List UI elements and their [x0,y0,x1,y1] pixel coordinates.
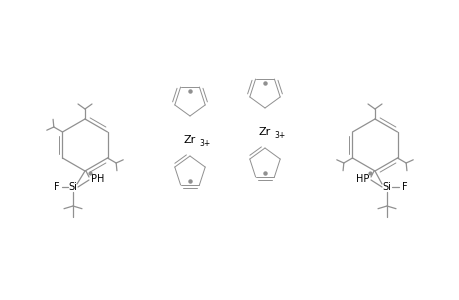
Text: F: F [54,182,60,192]
Text: Zr: Zr [184,135,196,145]
Text: HP: HP [355,174,368,184]
Text: 3+: 3+ [199,139,210,148]
Text: Si: Si [68,182,77,192]
Text: 3+: 3+ [274,130,285,140]
Text: F: F [401,182,407,192]
Text: PH: PH [91,174,104,184]
Text: Zr: Zr [258,127,270,137]
Text: Si: Si [382,182,391,192]
